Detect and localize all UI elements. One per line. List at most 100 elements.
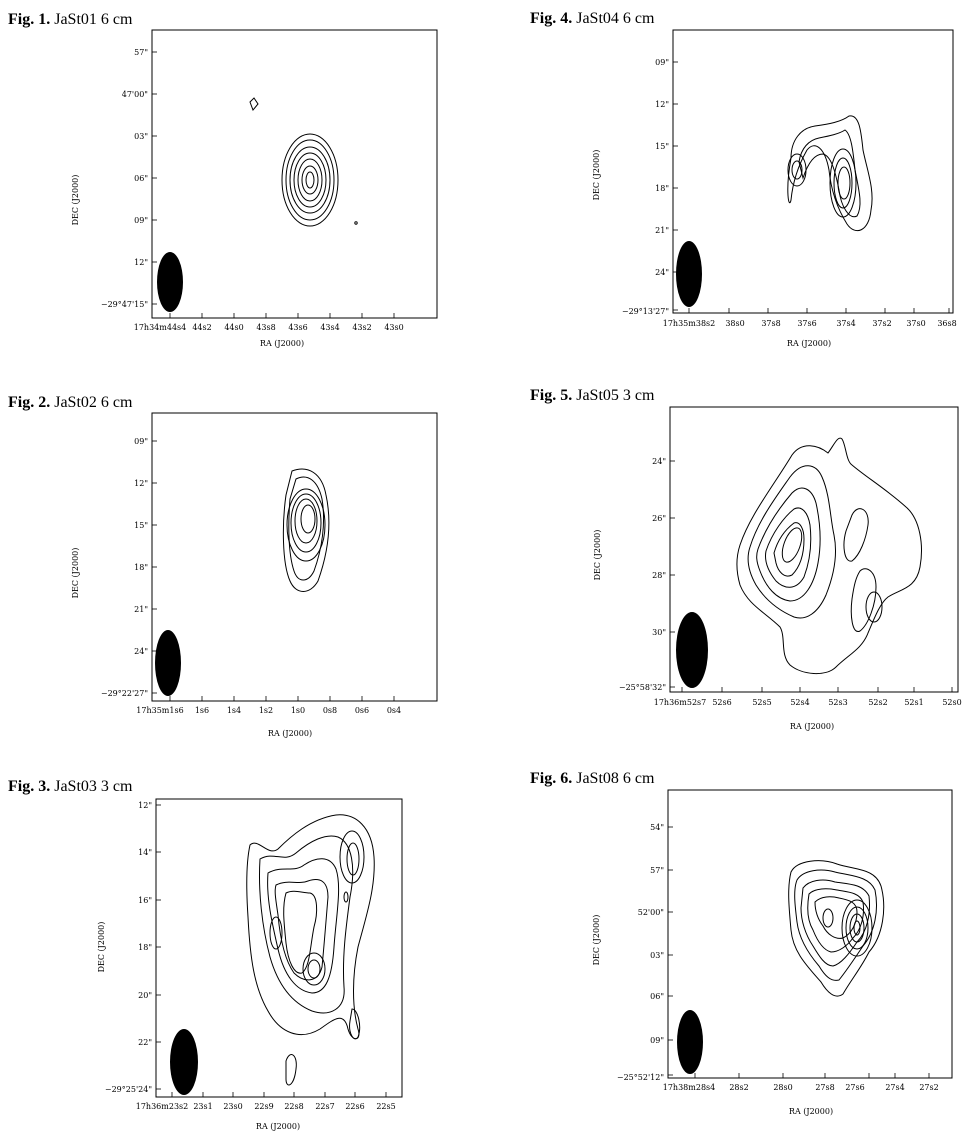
y-tick-labels: 54" 57" 52'00" 03" 06" 09" −25°52'12" — [617, 823, 664, 1082]
figure-title: JaSt04 6 cm — [576, 10, 655, 27]
y-tick-label: 09" — [655, 58, 669, 67]
axis-ticks — [670, 460, 953, 692]
x-tick-labels: 17h36m52s7 52s6 52s5 52s4 52s3 52s2 52s1… — [654, 698, 962, 707]
x-tick-label: 43s0 — [384, 323, 403, 332]
x-tick-label: 37s0 — [906, 319, 925, 328]
figure-caption: Fig. 4. JaSt04 6 cm — [530, 10, 654, 28]
beam-ellipse — [170, 1029, 198, 1095]
figure-title: JaSt03 3 cm — [54, 778, 133, 795]
x-tick-label: 37s2 — [872, 319, 891, 328]
x-tick-labels: 17h34m44s4 44s2 44s0 43s8 43s6 43s4 43s2… — [134, 323, 404, 332]
x-axis-label: RA (J2000) — [256, 1122, 300, 1131]
plot-frame — [667, 789, 953, 1079]
y-tick-label: −29°47'15" — [101, 300, 148, 309]
axis-ticks — [152, 440, 395, 701]
beam-ellipse — [155, 630, 181, 696]
contours — [788, 860, 885, 997]
y-tick-label: 09" — [134, 437, 148, 446]
y-tick-label: 12" — [134, 258, 148, 267]
contour-plot: 24" 26" 28" 30" −25°58'32" 17h36m52s7 52… — [593, 406, 962, 731]
y-tick-label: 57" — [134, 48, 148, 57]
contour-map-fig1: 57" 47'00" 03" 06" 09" 12" −29°47'15" 17… — [60, 29, 440, 350]
x-axis-label: RA (J2000) — [790, 722, 834, 731]
y-tick-label: 03" — [650, 951, 664, 960]
y-tick-label: 26" — [652, 514, 666, 523]
y-tick-label: −29°22'27" — [101, 689, 148, 698]
y-tick-label: 20" — [138, 991, 152, 1000]
x-tick-label: 1s4 — [227, 706, 241, 715]
x-tick-label: 1s6 — [195, 706, 209, 715]
x-tick-label: 22s8 — [284, 1102, 303, 1111]
x-tick-label: 17h34m44s4 — [134, 323, 186, 332]
x-tick-label: 22s6 — [345, 1102, 364, 1111]
figure-title: JaSt01 6 cm — [54, 11, 133, 28]
y-tick-label: 52'00" — [638, 908, 664, 917]
figure-title: JaSt05 3 cm — [576, 387, 655, 404]
x-tick-label: 52s2 — [868, 698, 887, 707]
x-tick-label: 27s6 — [845, 1083, 864, 1092]
y-axis-label: DEC (J2000) — [592, 150, 601, 201]
y-tick-label: 24" — [134, 647, 148, 656]
x-tick-label: 27s2 — [919, 1083, 938, 1092]
contour-map-fig2: 09" 12" 15" 18" 21" 24" −29°22'27" 17h35… — [60, 412, 440, 743]
contours — [736, 437, 922, 674]
x-tick-label: 28s0 — [773, 1083, 792, 1092]
figure-title: JaSt08 6 cm — [576, 770, 655, 787]
contour-map-fig5: 24" 26" 28" 30" −25°58'32" 17h36m52s7 52… — [590, 405, 965, 735]
plot-frame — [151, 29, 438, 319]
contour-map-fig4: 09" 12" 15" 18" 21" 24" −29°13'27" 17h35… — [585, 29, 965, 350]
y-axis-label: DEC (J2000) — [71, 175, 80, 226]
x-tick-label: 28s2 — [729, 1083, 748, 1092]
x-tick-label: 38s0 — [725, 319, 744, 328]
x-tick-label: 17h35m1s6 — [136, 706, 183, 715]
y-tick-labels: 57" 47'00" 03" 06" 09" 12" −29°47'15" — [101, 48, 148, 309]
y-tick-labels: 09" 12" 15" 18" 21" 24" −29°22'27" — [101, 437, 148, 698]
y-tick-label: −25°58'32" — [619, 683, 666, 692]
x-tick-label: 0s4 — [387, 706, 401, 715]
x-tick-label: 44s0 — [224, 323, 243, 332]
y-tick-label: 12" — [138, 801, 152, 810]
axis-ticks — [156, 804, 387, 1097]
x-tick-label: 1s2 — [259, 706, 273, 715]
x-tick-label: 52s3 — [828, 698, 847, 707]
x-axis-label: RA (J2000) — [787, 339, 831, 348]
contour-plot: 09" 12" 15" 18" 21" 24" −29°13'27" 17h35… — [592, 29, 957, 348]
x-tick-label: 17h38m28s4 — [663, 1083, 715, 1092]
x-tick-label: 17h36m52s7 — [654, 698, 706, 707]
x-tick-label: 1s0 — [291, 706, 305, 715]
y-tick-label: 21" — [134, 605, 148, 614]
x-tick-label: 23s0 — [223, 1102, 242, 1111]
contour-plot: 12" 14" 16" 18" 20" 22" −29°25'24" 17h36… — [97, 798, 403, 1131]
beam-ellipse — [157, 252, 183, 312]
y-axis-label: DEC (J2000) — [97, 922, 106, 973]
x-tick-label: 43s8 — [256, 323, 275, 332]
x-tick-label: 52s1 — [904, 698, 923, 707]
y-tick-label: 06" — [650, 992, 664, 1001]
y-tick-labels: 24" 26" 28" 30" −25°58'32" — [619, 457, 666, 692]
y-tick-label: 15" — [134, 521, 148, 530]
y-axis-label: DEC (J2000) — [71, 548, 80, 599]
x-tick-label: 36s8 — [937, 319, 956, 328]
figure-caption: Fig. 6. JaSt08 6 cm — [530, 770, 654, 788]
axis-ticks — [668, 826, 930, 1078]
y-tick-label: 09" — [134, 216, 148, 225]
x-tick-label: 0s8 — [323, 706, 337, 715]
x-tick-label: 22s7 — [315, 1102, 334, 1111]
y-axis-label: DEC (J2000) — [593, 530, 602, 581]
contour-plot: 57" 47'00" 03" 06" 09" 12" −29°47'15" 17… — [71, 29, 438, 348]
axis-ticks — [673, 61, 950, 313]
y-tick-label: 15" — [655, 142, 669, 151]
y-tick-label: 12" — [134, 479, 148, 488]
y-tick-label: −29°13'27" — [622, 307, 669, 316]
contour-plot: 54" 57" 52'00" 03" 06" 09" −25°52'12" 17… — [592, 789, 953, 1116]
plot-frame — [151, 412, 438, 702]
x-tick-label: 52s4 — [790, 698, 809, 707]
x-tick-label: 43s4 — [320, 323, 339, 332]
y-tick-label: 18" — [138, 943, 152, 952]
y-tick-label: 24" — [655, 268, 669, 277]
plot-frame — [672, 29, 954, 314]
figure-caption: Fig. 1. JaSt01 6 cm — [8, 11, 132, 29]
figure-number: Fig. 4. — [530, 10, 573, 27]
x-tick-label: 43s6 — [288, 323, 307, 332]
y-tick-label: 14" — [138, 848, 152, 857]
